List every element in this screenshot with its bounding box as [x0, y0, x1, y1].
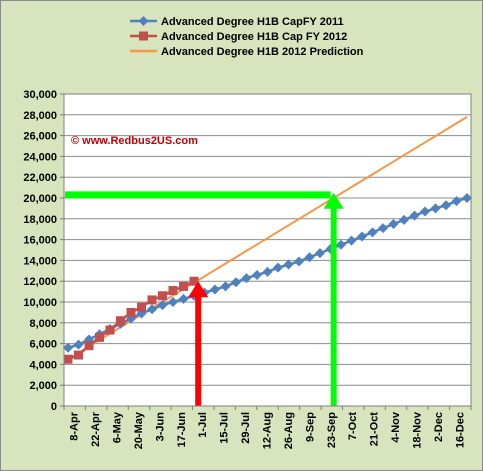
data-point — [304, 252, 315, 263]
x-tick-label: 15-Jul — [219, 412, 231, 444]
y-axis-ticks: 0 2,000 4,000 6,000 8,000 10,000 12,000 14,000 1… — [23, 89, 64, 413]
data-point — [451, 196, 462, 207]
series-layer — [63, 116, 472, 364]
data-point — [315, 248, 325, 259]
x-tick-label: 7-Oct — [347, 412, 359, 440]
data-point — [116, 316, 125, 326]
data-point — [105, 325, 115, 335]
y-tick-label: 10,000 — [23, 297, 57, 309]
y-tick-label: 12,000 — [23, 276, 57, 288]
data-point — [252, 269, 262, 280]
y-tick-label: 6,000 — [29, 339, 57, 351]
data-point — [168, 286, 178, 296]
y-tick-label: 24,000 — [23, 151, 57, 163]
plot-area — [64, 94, 471, 406]
data-point — [430, 203, 441, 214]
data-point — [241, 273, 252, 284]
legend-label: Advanced Degree H1B 2012 Prediction — [161, 46, 364, 58]
y-tick-label: 16,000 — [23, 235, 57, 247]
arrow-head — [188, 281, 209, 298]
x-tick-label: 3-Jun — [154, 412, 166, 442]
x-tick-label: 9-Sep — [304, 412, 316, 442]
data-point — [283, 259, 294, 270]
x-tick-label: 17-Jun — [176, 412, 188, 448]
x-tick-label: 18-Nov — [411, 411, 423, 449]
arrow-head — [323, 192, 344, 209]
x-tick-label: 23-Sep — [326, 412, 338, 448]
x-tick-label: 21-Oct — [369, 412, 381, 447]
data-point — [147, 295, 157, 305]
x-tick-label: 22-Apr — [90, 411, 102, 447]
data-point — [420, 206, 430, 217]
data-point — [168, 297, 178, 307]
legend-marker — [139, 31, 148, 41]
y-tick-label: 8,000 — [29, 318, 57, 330]
x-tick-label: 2-Dec — [433, 412, 445, 442]
plot-border — [63, 93, 472, 407]
data-point — [157, 300, 168, 311]
y-tick-label: 20,000 — [23, 193, 57, 205]
x-tick-label: 12-Aug — [262, 412, 274, 449]
data-point — [158, 291, 167, 301]
highlight-line — [65, 191, 331, 199]
x-tick-label: 16-Dec — [454, 412, 466, 448]
data-point — [95, 332, 104, 342]
arrow-shaft — [330, 206, 337, 406]
data-point — [220, 281, 231, 292]
x-tick-label: 1-Jul — [197, 412, 209, 438]
data-point — [63, 354, 73, 364]
data-point — [126, 307, 136, 317]
data-point — [63, 342, 73, 353]
y-tick-label: 4,000 — [29, 359, 57, 371]
data-point — [409, 210, 420, 221]
data-point — [357, 231, 367, 242]
y-tick-label: 30,000 — [23, 89, 57, 101]
data-point — [210, 284, 220, 295]
data-point — [273, 262, 283, 273]
x-tick-label: 4-Nov — [390, 411, 402, 442]
y-tick-label: 0 — [51, 401, 57, 413]
data-point — [178, 293, 189, 304]
x-tick-label: 6-May — [112, 411, 124, 443]
y-tick-label: 18,000 — [23, 214, 57, 226]
data-point — [84, 341, 94, 351]
data-point — [336, 239, 346, 250]
data-point — [73, 339, 84, 350]
data-point — [388, 219, 399, 229]
y-tick-label: 22,000 — [23, 172, 57, 184]
legend: Advanced Degree H1B CapFY 2011 Advanced D… — [130, 16, 364, 58]
y-tick-label: 28,000 — [23, 110, 57, 122]
data-point — [262, 266, 273, 277]
data-point — [462, 193, 472, 203]
data-point — [346, 235, 357, 246]
data-point — [231, 277, 241, 288]
data-point — [399, 214, 409, 225]
legend-label: Advanced Degree H1B CapFY 2011 — [161, 16, 344, 28]
x-tick-label: 29-Jul — [240, 412, 252, 444]
x-tick-label: 20-May — [133, 411, 145, 449]
legend-label: Advanced Degree H1B Cap FY 2012 — [161, 31, 347, 43]
data-point — [189, 276, 199, 286]
data-point — [294, 256, 304, 267]
data-point — [147, 304, 157, 315]
data-point — [441, 200, 451, 211]
data-point — [74, 350, 83, 360]
y-tick-label: 26,000 — [23, 131, 57, 143]
watermark-text: © www.Redbus2US.com — [71, 135, 198, 147]
x-tick-label: 26-Aug — [283, 412, 295, 449]
annotation-layer — [65, 191, 344, 406]
x-tick-label: 8-Apr — [69, 411, 81, 440]
y-tick-label: 14,000 — [23, 255, 57, 267]
legend-marker — [138, 16, 149, 26]
data-point — [367, 227, 378, 238]
data-point — [378, 223, 388, 234]
x-axis-ticks: 8-Apr 22-Apr 6-May 20-May 3-Jun 17-Jun 1-Jul 15… — [63, 406, 472, 449]
y-tick-label: 2,000 — [29, 380, 57, 392]
data-point — [137, 302, 146, 312]
data-point — [179, 281, 188, 291]
arrow-shaft — [195, 295, 202, 406]
